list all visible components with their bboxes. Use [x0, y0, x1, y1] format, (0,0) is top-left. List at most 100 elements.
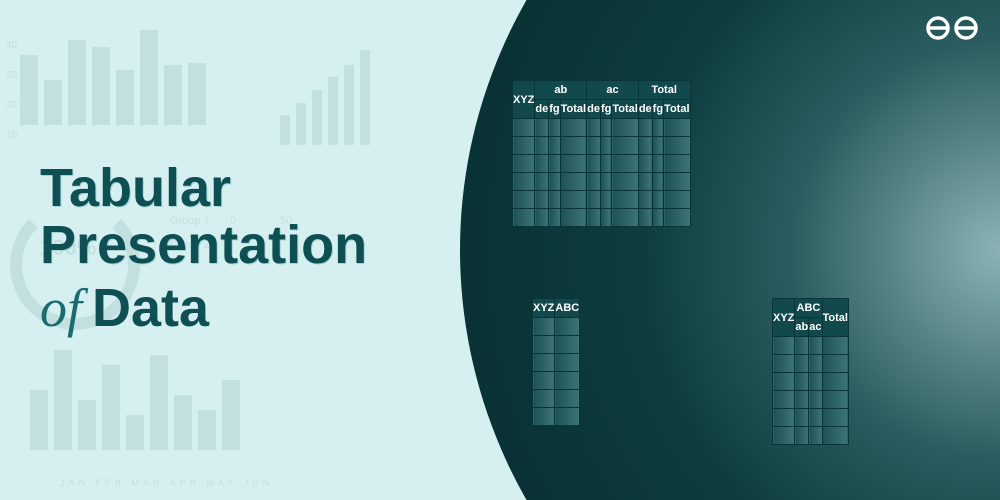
example-table-1: XYZ ab ac Total de fg Total de fg Total … [512, 80, 691, 227]
table-cell [795, 355, 809, 373]
table-cell [560, 209, 586, 227]
t1-header: XYZ [513, 81, 535, 119]
t3-header: Total [822, 299, 848, 337]
table-cell [560, 155, 586, 173]
table-cell [535, 209, 549, 227]
table-cell [555, 408, 580, 426]
table-cell [795, 427, 809, 445]
table-cell [664, 191, 690, 209]
table-cell [664, 137, 690, 155]
table-cell [513, 191, 535, 209]
table-cell [773, 355, 795, 373]
t1-header: Total [638, 81, 690, 100]
t2-header: XYZ [533, 299, 555, 318]
t1-header: ac [587, 81, 639, 100]
table-cell [652, 191, 663, 209]
table-cell [638, 137, 652, 155]
decor-bars-3 [30, 350, 246, 450]
table-cell [549, 137, 560, 155]
table-cell [535, 155, 549, 173]
example-table-2: XYZ ABC [532, 298, 580, 426]
title-block: Tabular Presentation ofData [40, 160, 367, 339]
table-cell [600, 119, 611, 137]
table-cell [600, 191, 611, 209]
table-cell [555, 354, 580, 372]
table-cell [773, 391, 795, 409]
table-cell [587, 209, 601, 227]
table-cell [535, 173, 549, 191]
table-cell [587, 173, 601, 191]
table-cell [560, 173, 586, 191]
table-cell [555, 318, 580, 336]
table-cell [809, 391, 822, 409]
table-cell [600, 173, 611, 191]
title-of: of [40, 278, 82, 338]
table-cell [664, 209, 690, 227]
table-cell [809, 337, 822, 355]
t1-subheader: fg [600, 100, 611, 119]
table-cell [555, 336, 580, 354]
table-cell [795, 373, 809, 391]
t1-subheader: fg [549, 100, 560, 119]
t2-header: ABC [555, 299, 580, 318]
table-cell [587, 119, 601, 137]
title-line-1: Tabular [40, 160, 367, 217]
table-cell [513, 137, 535, 155]
t3-subheader: ac [809, 318, 822, 337]
table-cell [555, 390, 580, 408]
table-cell [822, 373, 848, 391]
title-line-2: Presentation [40, 217, 367, 274]
table-cell [533, 390, 555, 408]
geeksforgeeks-icon [924, 14, 980, 42]
table-cell [822, 427, 848, 445]
t3-header: XYZ [773, 299, 795, 337]
decor-bars-2 [280, 50, 376, 145]
table-cell [664, 119, 690, 137]
table-cell [535, 137, 549, 155]
t1-header: ab [535, 81, 587, 100]
table-cell [795, 337, 809, 355]
table-cell [513, 173, 535, 191]
table-cell [612, 191, 638, 209]
example-table-3: XYZ ABC Total ab ac [772, 298, 849, 445]
table-cell [664, 155, 690, 173]
title-data: Data [92, 278, 209, 338]
table-cell [809, 427, 822, 445]
table-cell [809, 373, 822, 391]
table-cell [773, 409, 795, 427]
table-cell [652, 173, 663, 191]
table-cell [638, 209, 652, 227]
decor-axis: 40 30 20 10 [10, 40, 440, 160]
table-cell [549, 209, 560, 227]
table-cell [809, 355, 822, 373]
table-cell [560, 191, 586, 209]
table-cell [513, 119, 535, 137]
table-cell [535, 191, 549, 209]
table-cell [587, 191, 601, 209]
table-cell [549, 191, 560, 209]
table-cell [773, 337, 795, 355]
table-cell [664, 173, 690, 191]
table-cell [638, 119, 652, 137]
table-cell [638, 191, 652, 209]
table-cell [652, 155, 663, 173]
table-cell [773, 427, 795, 445]
table-cell [652, 137, 663, 155]
table-cell [549, 119, 560, 137]
table-cell [513, 155, 535, 173]
table-cell [822, 409, 848, 427]
table-cell [795, 409, 809, 427]
t1-subheader: Total [560, 100, 586, 119]
table-cell [600, 137, 611, 155]
axis-tick: 30 [6, 70, 17, 81]
table-cell [652, 119, 663, 137]
brand-logo [924, 14, 980, 42]
table-cell [535, 119, 549, 137]
table-cell [587, 137, 601, 155]
table-cell [652, 209, 663, 227]
table-cell [612, 173, 638, 191]
table-cell [560, 137, 586, 155]
table-cell [822, 337, 848, 355]
table-cell [600, 155, 611, 173]
table-cell [533, 336, 555, 354]
